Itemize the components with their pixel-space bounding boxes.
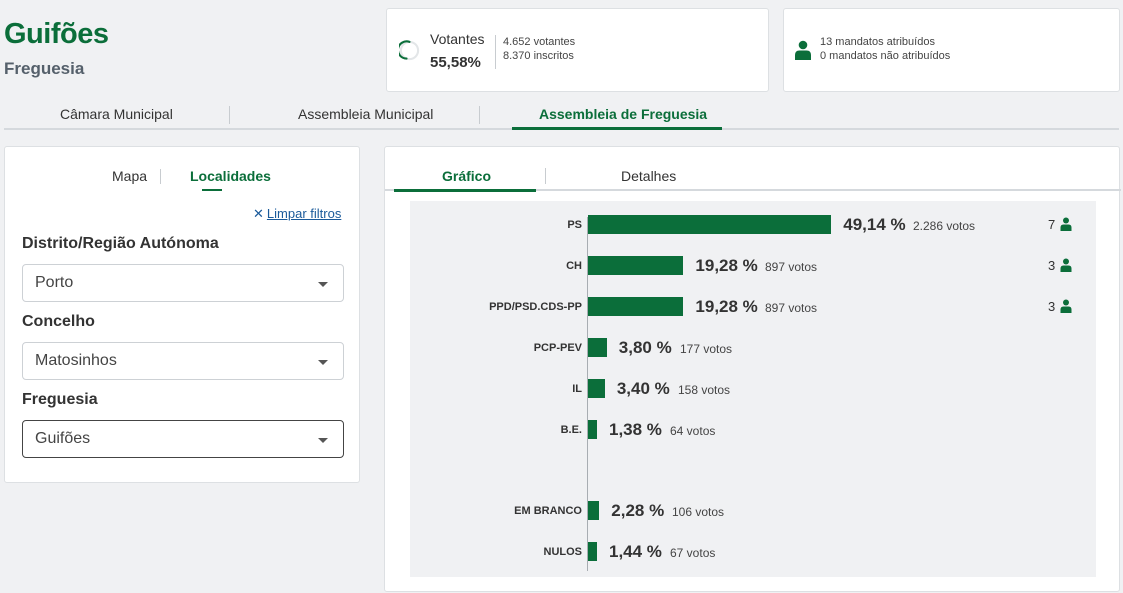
bar: [588, 501, 600, 520]
active-tab-indicator: [202, 189, 222, 191]
turnout-progress-icon: [399, 40, 420, 61]
party-label: EM BRANCO: [514, 505, 582, 517]
divider: [495, 35, 496, 69]
mandates-assigned: 13 mandatos atribuídos: [820, 36, 935, 48]
tab-camara-municipal[interactable]: Câmara Municipal: [60, 106, 173, 122]
voters-count: 4.652 votantes: [503, 36, 576, 48]
municipality-value: Matosinhos: [35, 352, 117, 369]
party-label: PS: [567, 219, 582, 231]
votes-label: 897 votos: [765, 260, 818, 274]
percentage-label: 3,80 %: [618, 338, 672, 357]
active-tab-indicator: [394, 189, 536, 192]
chart-row: PS 49,14 % 2.286 votos 7: [410, 215, 1096, 235]
seats-count: 3: [1048, 299, 1056, 314]
district-label: Distrito/Região Autónoma: [22, 235, 219, 252]
tab-grafico[interactable]: Gráfico: [442, 168, 492, 184]
caret-down-icon: [318, 282, 328, 287]
party-label: CH: [566, 260, 582, 272]
results-chart: PS 49,14 % 2.286 votos 7 CH 19,28 % 897 votos 3…: [410, 201, 1096, 577]
person-icon: [795, 40, 811, 60]
turnout-card: Votantes 55,58% 4.652 votantes 8.370 ins…: [386, 8, 769, 92]
page-header: Guifões Freguesia: [4, 18, 109, 79]
results-panel: Gráfico Detalhes PS 49,14 % 2.286 votos 7 CH…: [384, 146, 1121, 592]
tab-mapa[interactable]: Mapa: [112, 168, 148, 184]
votes-label: 897 votos: [765, 301, 818, 315]
bar: [588, 420, 597, 439]
bar: [588, 215, 832, 234]
mandates-details: 13 mandatos atribuídos 0 mandatos não at…: [820, 35, 950, 63]
tab-assembleia-freguesia[interactable]: Assembleia de Freguesia: [539, 106, 708, 122]
percentage-label: 19,28 %: [695, 256, 758, 275]
percentage-label: 19,28 %: [695, 297, 758, 316]
votes-label: 2.286 votos: [913, 219, 976, 233]
bar: [588, 542, 597, 561]
bar: [588, 379, 605, 398]
caret-down-icon: [318, 438, 328, 443]
tab-detalhes[interactable]: Detalhes: [621, 168, 677, 184]
mandates-card: 13 mandatos atribuídos 0 mandatos não at…: [783, 8, 1120, 92]
parish-type: Freguesia: [4, 59, 85, 78]
close-icon: ✕: [253, 206, 264, 221]
bar: [588, 256, 684, 275]
registered-count: 8.370 inscritos: [503, 50, 574, 62]
votes-label: 67 votos: [670, 546, 716, 560]
turnout-details: 4.652 votantes 8.370 inscritos: [503, 35, 575, 63]
person-icon: [1060, 299, 1072, 313]
mandates-unassigned: 0 mandatos não atribuídos: [820, 50, 951, 62]
percentage-label: 49,14 %: [843, 215, 906, 234]
seats-count: 3: [1048, 258, 1056, 273]
seats-count: 7: [1048, 217, 1056, 232]
filters-panel: Mapa Localidades ✕ Limpar filtros Distrit…: [4, 146, 360, 483]
parish-name: Guifões: [4, 18, 109, 50]
parish-label: Freguesia: [22, 391, 98, 408]
active-tab-indicator: [512, 127, 722, 130]
chart-row: NULOS 1,44 % 67 votos: [410, 542, 1096, 562]
tab-assembleia-municipal[interactable]: Assembleia Municipal: [298, 106, 434, 122]
percentage-label: 2,28 %: [611, 501, 665, 520]
clear-filters-link[interactable]: ✕ Limpar filtros: [253, 206, 341, 222]
chart-row: EM BRANCO 2,28 % 106 votos: [410, 501, 1096, 521]
party-label: B.E.: [560, 424, 582, 436]
votes-label: 177 votos: [680, 342, 733, 356]
person-icon: [1060, 217, 1072, 231]
votes-label: 106 votos: [672, 505, 725, 519]
percentage-label: 1,38 %: [609, 420, 662, 439]
municipality-label: Concelho: [22, 313, 95, 330]
district-select[interactable]: Porto: [22, 264, 344, 302]
chart-row: CH 19,28 % 897 votos 3: [410, 256, 1096, 276]
bar: [588, 297, 684, 316]
tab-divider: [545, 168, 546, 184]
percentage-label: 3,40 %: [616, 379, 670, 398]
municipality-select[interactable]: Matosinhos: [22, 342, 344, 380]
election-tabs: Câmara Municipal Assembleia Municipal As…: [4, 100, 1119, 130]
tab-divider: [160, 169, 161, 184]
parish-select[interactable]: Guifões: [22, 420, 344, 458]
tab-divider: [229, 106, 230, 124]
results-tabs: Gráfico Detalhes: [385, 147, 1121, 192]
party-label: PPD/PSD.CDS-PP: [489, 301, 582, 313]
percentage-label: 1,44 %: [609, 542, 662, 561]
district-value: Porto: [35, 274, 74, 291]
parish-value: Guifões: [35, 430, 91, 447]
chart-row: B.E. 1,38 % 64 votos: [410, 420, 1096, 440]
caret-down-icon: [318, 360, 328, 365]
tab-divider: [479, 106, 480, 124]
chart-row: PPD/PSD.CDS-PP 19,28 % 897 votos 3: [410, 297, 1096, 317]
chart-axis: [587, 217, 588, 571]
bar: [588, 338, 607, 357]
party-label: PCP-PEV: [533, 342, 582, 354]
turnout-label: Votantes: [430, 31, 485, 47]
votes-label: 64 votos: [670, 424, 716, 438]
person-icon: [1060, 258, 1072, 272]
chart-row: PCP-PEV 3,80 % 177 votos: [410, 338, 1096, 358]
party-label: IL: [572, 383, 582, 395]
tab-localidades[interactable]: Localidades: [190, 168, 271, 184]
clear-filters-label: Limpar filtros: [266, 206, 342, 221]
votes-label: 158 votos: [678, 383, 731, 397]
party-label: NULOS: [543, 546, 583, 558]
turnout-value: 55,58%: [430, 54, 481, 71]
chart-row: IL 3,40 % 158 votos: [410, 379, 1096, 399]
